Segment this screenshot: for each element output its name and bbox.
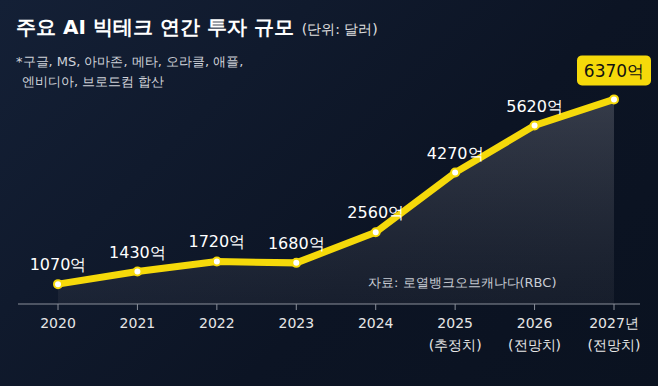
svg-text:2025: 2025 xyxy=(437,315,473,331)
svg-text:5620억: 5620억 xyxy=(506,97,563,116)
html-text:*구글, MS, 아마존, 메타, 오라클, 애플,: *구글, MS, 아마존, 메타, 오라클, 애플, xyxy=(16,54,244,69)
svg-text:2560억: 2560억 xyxy=(347,203,404,222)
html-text:자료: 로열뱅크오브캐나다(RBC): 자료: 로열뱅크오브캐나다(RBC) xyxy=(368,275,557,290)
svg-text:(전망치): (전망치) xyxy=(508,337,561,353)
svg-text:4270억: 4270억 xyxy=(427,144,484,163)
html-text:주요 AI 빅테크 연간 투자 규모 (단위: 달러): 주요 AI 빅테크 연간 투자 규모 (단위: 달러) xyxy=(16,15,378,39)
html-text:엔비디아, 브로드컴 합산: 엔비디아, 브로드컴 합산 xyxy=(22,74,165,89)
svg-text:1070억: 1070억 xyxy=(30,255,87,274)
svg-text:2020: 2020 xyxy=(40,315,76,331)
svg-text:1720억: 1720억 xyxy=(188,232,245,251)
svg-text:6370억: 6370억 xyxy=(584,61,644,81)
svg-text:2027년: 2027년 xyxy=(589,315,639,331)
svg-text:1430억: 1430억 xyxy=(109,243,166,262)
svg-text:1680억: 1680억 xyxy=(268,234,325,253)
svg-text:2026: 2026 xyxy=(517,315,553,331)
svg-text:2022: 2022 xyxy=(199,315,235,331)
svg-text:2021: 2021 xyxy=(120,315,156,331)
svg-text:(추정치): (추정치) xyxy=(429,337,482,353)
svg-text:(전망치): (전망치) xyxy=(588,337,641,353)
svg-text:2024: 2024 xyxy=(358,315,394,331)
svg-text:2023: 2023 xyxy=(278,315,314,331)
